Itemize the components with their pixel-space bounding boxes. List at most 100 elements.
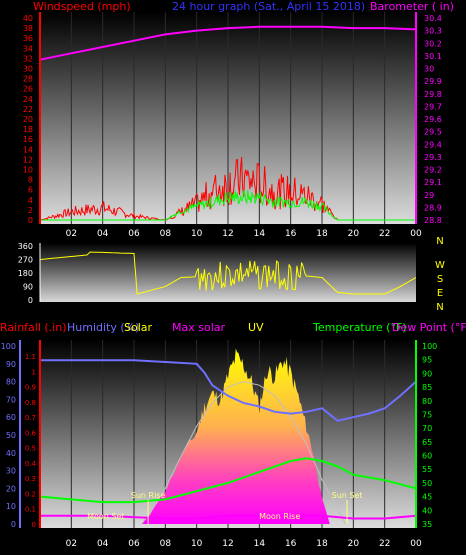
temperature-tick-label: 75 [422, 410, 432, 419]
temperature-tick-label: 90 [422, 369, 432, 378]
x-tick-label: 02 [66, 539, 77, 549]
uv-label: UV [248, 321, 264, 334]
rainfall-tick-label: 0 [32, 521, 36, 529]
humidity-tick-label: 20 [6, 484, 16, 493]
humidity-tick-label: 30 [6, 467, 16, 476]
windspeed-tick-label: 8 [28, 176, 33, 185]
humidity-tick-label: 80 [6, 378, 16, 387]
barometer-series [39, 25, 417, 61]
wind-panel-marks [39, 25, 417, 221]
x-tick-label: 00 [410, 229, 422, 239]
sun-set-label: Sun Set [332, 491, 363, 500]
x-tick-label: 12 [222, 229, 233, 239]
x-tick-label: 14 [254, 539, 266, 549]
solar-label: Solar [124, 321, 153, 334]
barometer-tick-label: 29.5 [424, 128, 442, 137]
x-tick-label: 18 [316, 539, 328, 549]
humidity-tick-label: 10 [6, 502, 16, 511]
x-tick-label: 02 [66, 229, 77, 239]
temperature-tick-label: 60 [422, 452, 432, 461]
windspeed-tick-label: 2 [28, 206, 33, 215]
windspeed-tick-label: 40 [23, 14, 33, 23]
windspeed-tick-label: 24 [23, 95, 33, 104]
rainfall-tick-label: 0.2 [25, 490, 36, 498]
x-tick-label: 16 [285, 229, 297, 239]
temperature-tick-label: 45 [422, 493, 432, 502]
windspeed-tick-label: 28 [23, 75, 33, 84]
x-tick-label: 12 [222, 539, 233, 549]
solar-area [141, 348, 330, 524]
wind-average-series [40, 189, 416, 221]
humidity-tick-label: 50 [6, 431, 16, 440]
compass-label: S [437, 274, 443, 285]
rainfall-label: Rainfall (.in) [0, 321, 67, 334]
windspeed-tick-label: 34 [23, 44, 33, 53]
barometer-tick-label: 29.9 [424, 77, 442, 86]
x-tick-label: 18 [316, 229, 328, 239]
temperature-tick-label: 65 [422, 438, 432, 447]
barometer-tick-label: 30.4 [424, 14, 442, 23]
barometer-axis-label: Barometer ( in) [370, 0, 454, 13]
windspeed-tick-label: 26 [23, 85, 33, 94]
direction-tick-label: 90 [23, 283, 33, 292]
moon-rise-label: Moon Rise [259, 512, 300, 521]
rainfall-tick-label: 0.5 [25, 445, 36, 453]
compass-label: N [436, 302, 443, 313]
x-tick-label: 08 [160, 539, 172, 549]
barometer-tick-label: 29.8 [424, 90, 442, 99]
barometer-tick-label: 29.3 [424, 153, 442, 162]
humidity-tick-label: 70 [6, 395, 16, 404]
x-tick-label: 22 [379, 539, 390, 549]
windspeed-tick-label: 16 [23, 135, 33, 144]
x-tick-label: 14 [254, 229, 266, 239]
weather-panel-marks: Sun Rise Sun Set Moon Set Moon Rise [39, 348, 417, 525]
windspeed-tick-label: 0 [28, 216, 33, 225]
wind-panel-axes: 02 04 06 08 10 12 14 16 18 20 22 000246810121416182… [23, 12, 442, 239]
humidity-tick-label: 100 [1, 342, 16, 351]
humidity-series [40, 359, 417, 422]
temperature-tick-label: 85 [422, 383, 432, 392]
windspeed-tick-label: 32 [23, 54, 33, 63]
windspeed-axis-label: Windspeed (mph) [33, 0, 131, 13]
humidity-label: Humidity (%) [67, 321, 139, 334]
rainfall-tick-label: 1 [32, 368, 36, 376]
rainfall-tick-label: 0.3 [25, 475, 36, 483]
max-solar-series [141, 381, 346, 525]
direction-tick-label: 0 [28, 296, 33, 305]
temperature-tick-label: 70 [422, 424, 432, 433]
rainfall-tick-label: 0.7 [25, 414, 36, 422]
x-tick-label: 08 [160, 229, 172, 239]
rainfall-tick-label: 0.8 [25, 399, 36, 407]
rainfall-tick-label: 0.4 [25, 460, 37, 468]
windspeed-tick-label: 12 [23, 155, 33, 164]
weather-panel-axes: 010203040506070809010000.10.20.30.40.50.… [1, 340, 437, 549]
windspeed-tick-label: 36 [23, 34, 33, 43]
humidity-tick-label: 40 [6, 449, 16, 458]
barometer-tick-label: 29.1 [424, 178, 442, 187]
rainfall-tick-label: 0.1 [25, 506, 36, 514]
barometer-tick-label: 29.2 [424, 166, 442, 175]
x-tick-label: 10 [191, 229, 203, 239]
barometer-tick-label: 29 [424, 191, 434, 200]
max-solar-label: Max solar [172, 321, 225, 334]
temperature-tick-label: 55 [422, 465, 432, 474]
windspeed-tick-label: 4 [28, 196, 33, 205]
temperature-tick-label: 40 [422, 506, 432, 515]
x-tick-label: 00 [410, 539, 422, 549]
windspeed-tick-label: 18 [23, 125, 33, 134]
dewpoint-label: Dew Point (°F) [392, 321, 466, 334]
windspeed-tick-label: 10 [23, 166, 33, 175]
x-tick-label: 20 [348, 539, 360, 549]
x-tick-label: 20 [348, 229, 360, 239]
barometer-tick-label: 30.3 [424, 27, 442, 36]
barometer-tick-label: 30 [424, 65, 434, 74]
barometer-tick-label: 29.7 [424, 102, 442, 111]
temperature-label: Temperature (°F) [312, 321, 407, 334]
windspeed-tick-label: 30 [23, 65, 33, 74]
wind-direction-series [39, 251, 417, 295]
temperature-tick-label: 100 [422, 342, 437, 351]
rainfall-tick-label: 0.9 [25, 384, 36, 392]
rainfall-tick-label: 1.1 [25, 353, 36, 361]
x-tick-label: 04 [97, 229, 109, 239]
